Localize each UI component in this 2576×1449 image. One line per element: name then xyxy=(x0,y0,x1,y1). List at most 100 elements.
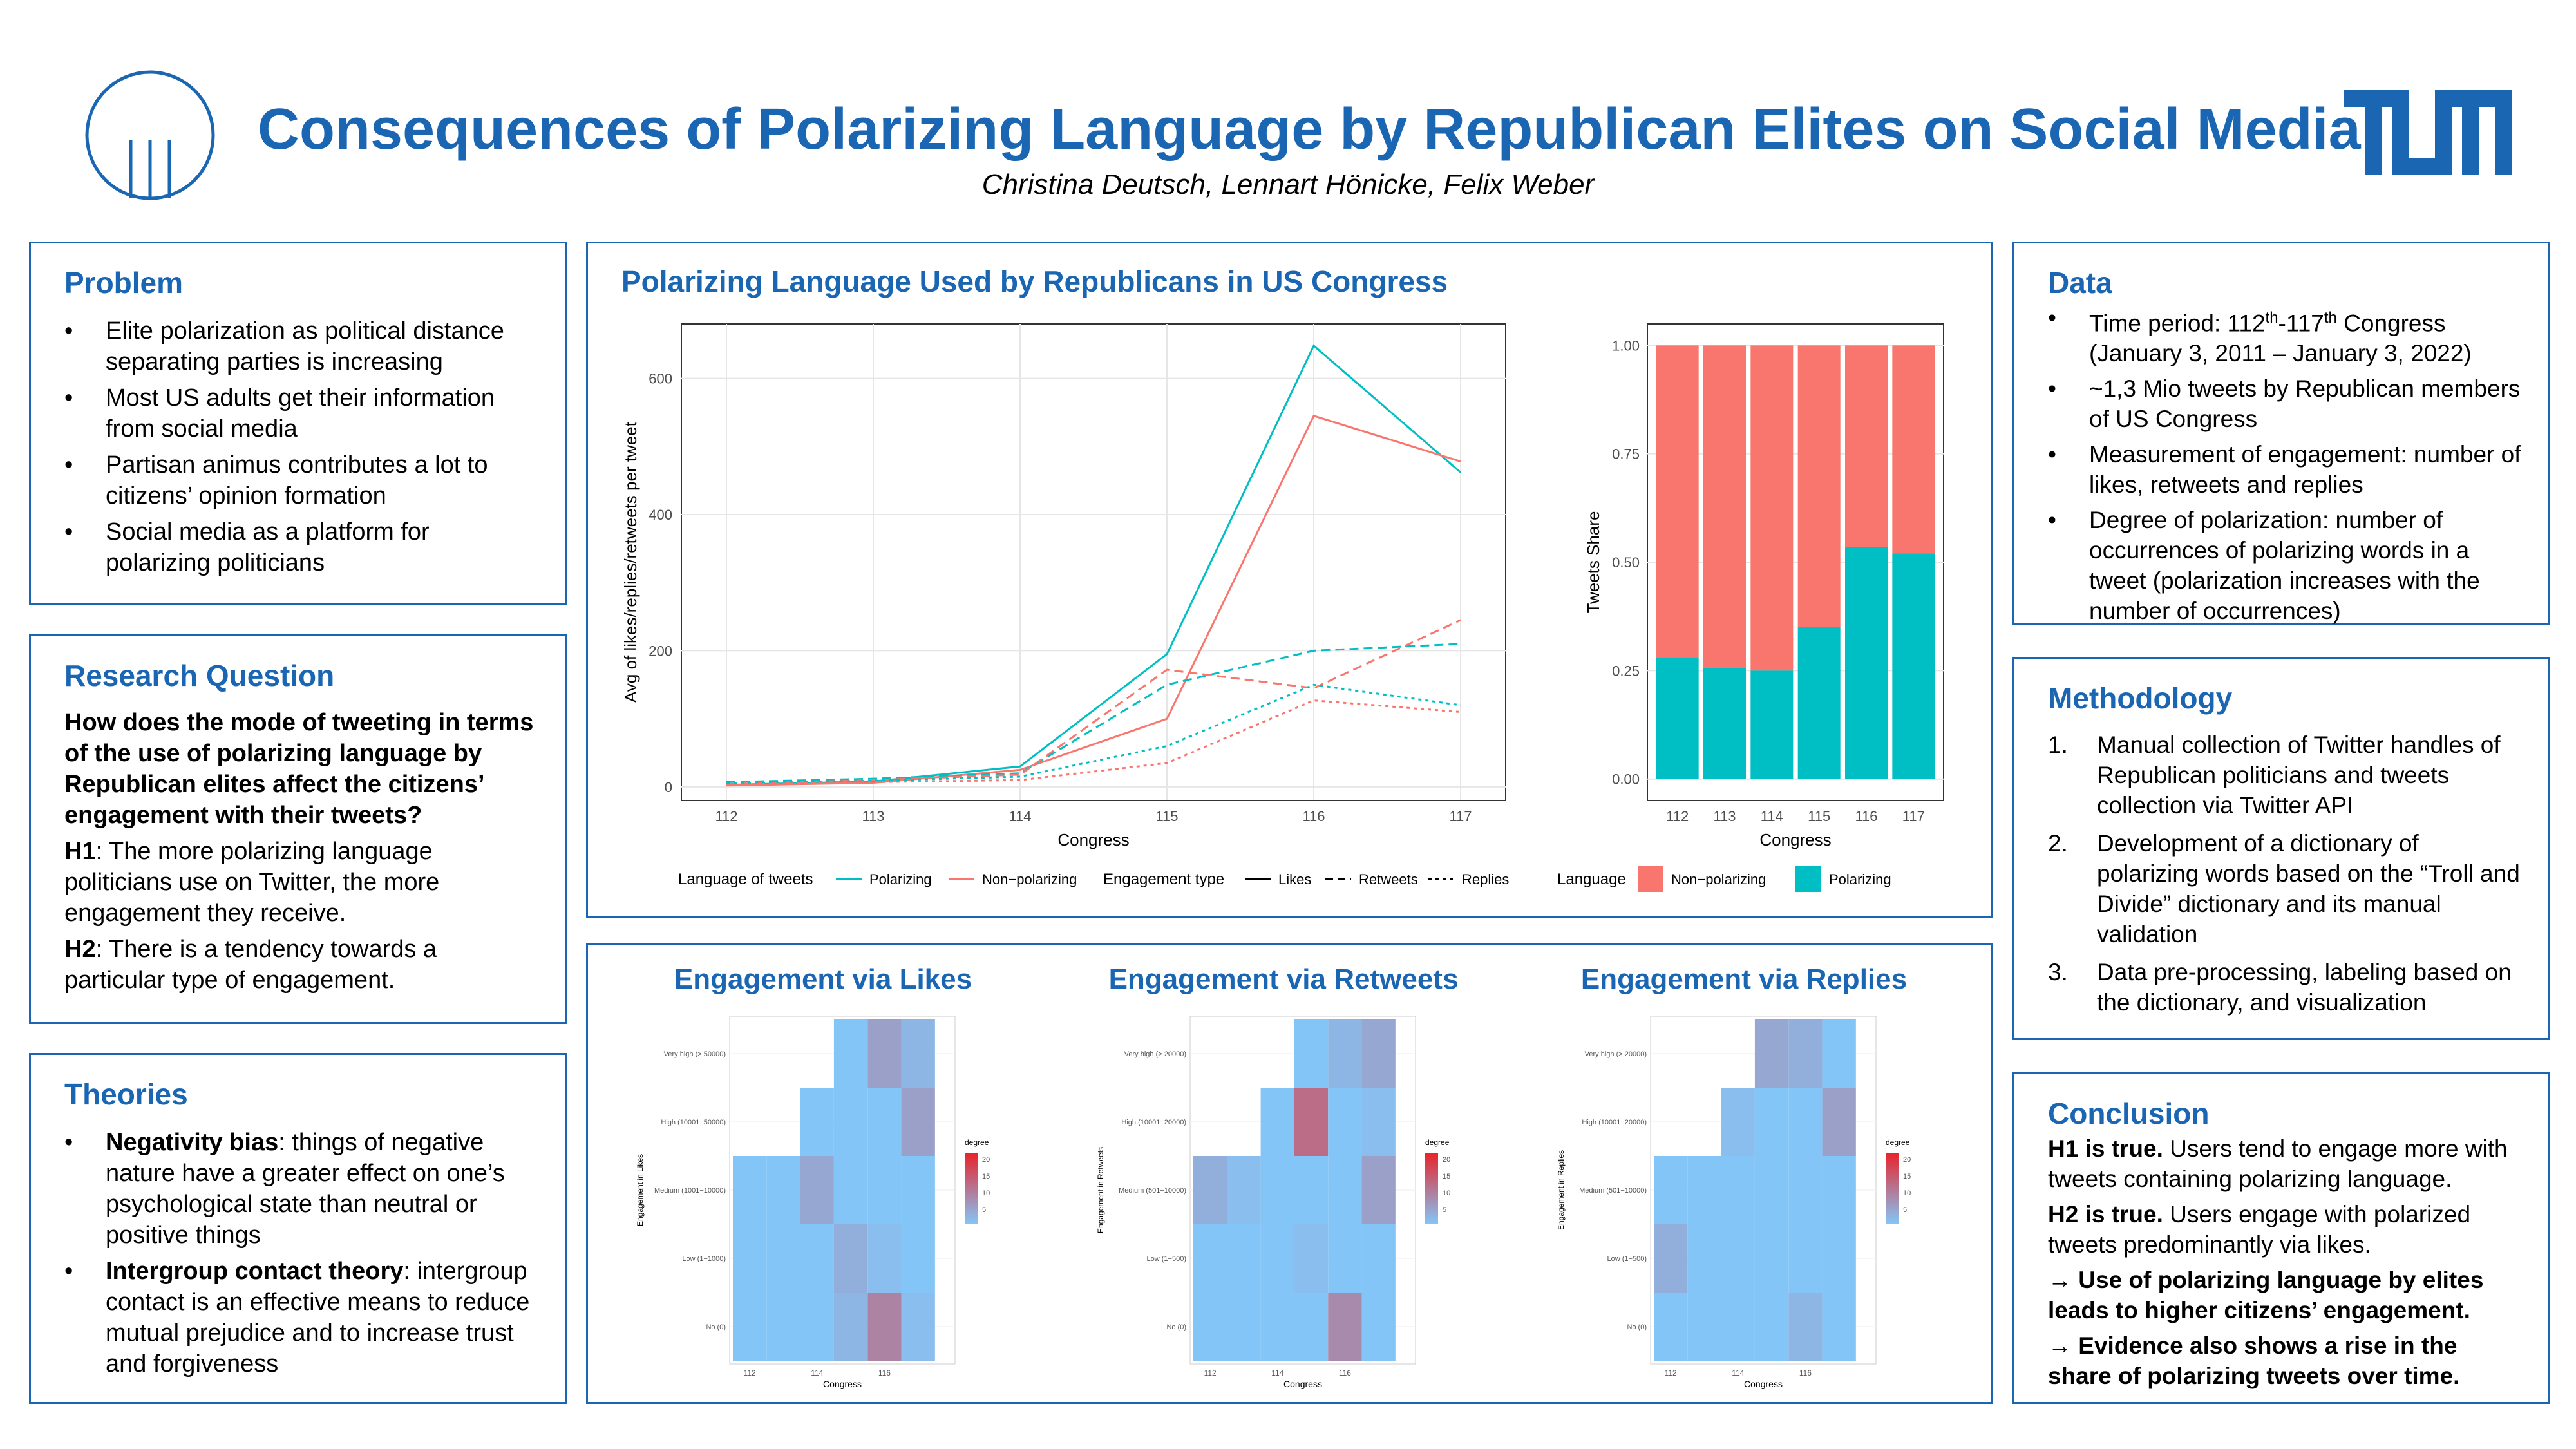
legend-tick: 5 xyxy=(1903,1206,1907,1214)
data-item: ~1,3 Mio tweets by Republican members of… xyxy=(2048,374,2523,434)
y-tick-label: 0 xyxy=(665,779,672,795)
heat-cell xyxy=(766,1156,800,1224)
legend-title: degree xyxy=(1425,1138,1450,1147)
y-tick-label: 200 xyxy=(649,643,672,659)
bar-polarizing xyxy=(1797,627,1841,779)
heat-cell xyxy=(833,1156,868,1224)
theory-item: Negativity bias: things of negative natu… xyxy=(64,1127,539,1251)
legend-colorbar xyxy=(965,1153,978,1224)
data-item: Degree of polarization: number of occurr… xyxy=(2048,505,2523,626)
conclusion-title: Conclusion xyxy=(2048,1097,2210,1130)
methodology-panel: Methodology 1. Manual collection of Twitt… xyxy=(2012,657,2550,1040)
heat-cell xyxy=(1193,1224,1227,1293)
heat-cell xyxy=(867,1293,902,1361)
conclusion-arrow-2: → Evidence also shows a rise in the shar… xyxy=(2048,1332,2460,1389)
hypothesis-1: H1: The more polarizing language politic… xyxy=(64,838,440,927)
heat-cell xyxy=(1822,1088,1856,1156)
y-tick-label: 1.00 xyxy=(1612,337,1640,354)
legend-title: degree xyxy=(965,1138,989,1147)
y-axis-label: Engagement in Retweets xyxy=(1096,1147,1105,1233)
heat-cell xyxy=(800,1088,834,1156)
bar-non-polarizing xyxy=(1656,345,1699,658)
heat-cell xyxy=(733,1156,767,1224)
problem-item: Social media as a platform for polarizin… xyxy=(64,516,539,578)
y-tick-label: High (10001−50000) xyxy=(661,1119,726,1126)
heatmap-title-likes: Engagement via Likes xyxy=(674,963,972,995)
heat-cell xyxy=(1294,1156,1329,1224)
plot-area xyxy=(681,323,1506,801)
y-tick-label: Low (1−500) xyxy=(1147,1255,1186,1263)
problem-item: Elite polarization as political distance… xyxy=(64,316,539,377)
heatmap-title-replies: Engagement via Replies xyxy=(1580,963,1908,995)
x-tick-label: 112 xyxy=(744,1368,756,1378)
heat-cell xyxy=(833,1019,868,1088)
heat-cell xyxy=(800,1224,834,1293)
x-tick-label: 116 xyxy=(878,1368,891,1378)
heatmap-likes: No (0) Low (1−1000) Medium (1001−10000) Hig… xyxy=(636,1016,990,1389)
heat-cell xyxy=(867,1088,902,1156)
y-tick-label: Medium (501−10000) xyxy=(1579,1187,1647,1195)
x-tick-label: 116 xyxy=(1799,1368,1812,1378)
y-axis-label: Engagement in Replies xyxy=(1557,1150,1566,1230)
heat-cell xyxy=(1654,1293,1688,1361)
legend-tick: 20 xyxy=(1443,1156,1450,1164)
bar-polarizing xyxy=(1656,658,1699,779)
legend-tick: 5 xyxy=(1443,1206,1446,1214)
legend-colorbar xyxy=(1886,1153,1899,1224)
x-tick-label: 112 xyxy=(1665,1368,1677,1378)
heat-cell xyxy=(1721,1088,1755,1156)
heat-cell xyxy=(1754,1156,1789,1224)
bar-polarizing xyxy=(1750,670,1794,779)
theories-panel: Theories Negativity bias: things of nega… xyxy=(29,1053,567,1404)
y-axis-label: Tweets Share xyxy=(1584,511,1603,614)
research-question-text: How does the mode of tweeting in terms o… xyxy=(64,709,534,829)
series-line-nonpolarizing-retweets xyxy=(726,619,1461,786)
heat-cell xyxy=(800,1156,834,1224)
heatmap-replies: No (0) Low (1−500) Medium (501−10000) High … xyxy=(1557,1016,1911,1389)
methodology-step: 3. Data pre-processing, labeling based on… xyxy=(2048,959,2512,1016)
bar-polarizing xyxy=(1703,668,1746,779)
legend-title: degree xyxy=(1886,1138,1910,1147)
x-tick-label: 117 xyxy=(1449,808,1472,824)
bar-polarizing xyxy=(1845,547,1888,779)
legend-label: Polarizing xyxy=(869,871,932,887)
authors: Christina Deutsch, Lennart Hönicke, Feli… xyxy=(981,169,1595,200)
heat-cell xyxy=(901,1224,935,1293)
legend-tick: 20 xyxy=(1903,1156,1911,1164)
line-chart: 0 200 400 600 112 113 114 115 116 117 Congress Avg … xyxy=(621,323,1509,888)
heat-cell xyxy=(766,1224,800,1293)
legend-colorbar xyxy=(1425,1153,1438,1224)
heat-cell xyxy=(1294,1293,1329,1361)
series-line-polarizing-replies xyxy=(726,683,1461,785)
conclusion-h1: H1 is true. Users tend to engage more wi… xyxy=(2048,1135,2508,1192)
heat-cell xyxy=(1788,1088,1823,1156)
x-tick-label: 115 xyxy=(1155,808,1178,824)
heat-cell xyxy=(1361,1088,1396,1156)
heat-cell xyxy=(1654,1224,1688,1293)
legend-tick: 10 xyxy=(1903,1189,1911,1197)
heat-cell xyxy=(833,1088,868,1156)
x-tick-label: 116 xyxy=(1302,808,1325,824)
legend-label: Replies xyxy=(1462,871,1509,887)
heat-cell xyxy=(1328,1156,1362,1224)
x-tick-label: 114 xyxy=(1732,1368,1744,1378)
heat-cell xyxy=(1822,1019,1856,1088)
data-item: Measurement of engagement: number of lik… xyxy=(2048,439,2523,500)
problem-panel: Problem Elite polarization as political … xyxy=(29,242,567,605)
heat-cell xyxy=(1721,1156,1755,1224)
x-tick-label: 114 xyxy=(1009,808,1031,824)
x-tick-label: 115 xyxy=(1808,808,1830,824)
y-tick-label: No (0) xyxy=(1627,1323,1647,1331)
heat-cell xyxy=(1193,1293,1227,1361)
stacked-bar-chart: 0.00 0.25 0.50 0.75 1.00 112 113 114 115 116 117 Co… xyxy=(1557,323,1944,892)
legend-tick: 15 xyxy=(1903,1173,1911,1180)
heat-cell xyxy=(1227,1156,1261,1224)
x-tick-label: 114 xyxy=(1761,808,1783,824)
heat-cell xyxy=(1687,1156,1721,1224)
y-tick-label: High (10001−20000) xyxy=(1582,1119,1647,1126)
bar-non-polarizing xyxy=(1750,345,1794,671)
heat-cell xyxy=(1328,1019,1362,1088)
x-tick-label: 113 xyxy=(1713,808,1736,824)
heat-cell xyxy=(1721,1293,1755,1361)
heat-cell xyxy=(867,1019,902,1088)
